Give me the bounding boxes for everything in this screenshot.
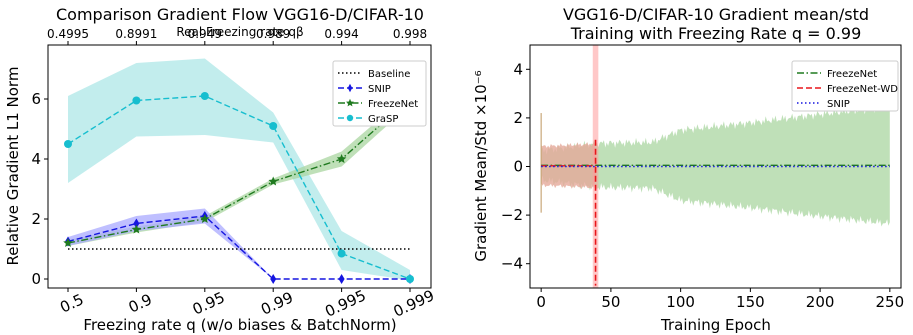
legend-label-snip: SNIP	[368, 84, 391, 95]
data-point-freezenet	[131, 224, 142, 234]
right-y-axis-unit: ×10⁻⁶	[472, 70, 490, 116]
left-legend: Baseline SNIP FreezeNet GraSP	[332, 60, 427, 127]
legend-label-grasp: GraSP	[368, 114, 398, 125]
x-tick-label: 150	[736, 293, 765, 311]
left-chart-title: Comparison Gradient Flow VGG16-D/CIFAR-1…	[56, 5, 424, 24]
left-y-axis-label: Relative Gradient L1 Norm	[4, 67, 22, 266]
left-series-lines	[67, 95, 411, 280]
left-x-axis-label: Freezing rate q (w/o biases & BatchNorm)	[83, 316, 396, 334]
legend-marker-snip	[347, 83, 353, 93]
x-tick-label: 0.9	[126, 290, 155, 316]
right-y-axis-label-text: Gradient Mean/Std	[472, 121, 490, 262]
y-tick-label: 4	[31, 150, 41, 168]
x-tick-label: 0.99	[258, 288, 296, 318]
right-chart-subtitle: Training with Freezing Rate q = 0.99	[570, 24, 862, 43]
legend-label-baseline: Baseline	[368, 69, 410, 80]
left-chart: Comparison Gradient Flow VGG16-D/CIFAR-1…	[4, 5, 437, 334]
top-tick-label: 0.989	[256, 27, 290, 41]
left-top-ticks: 0.4995 0.8991 0.949 0.989 0.994 0.998	[47, 27, 427, 45]
data-point-grasp	[269, 122, 278, 130]
highlight-span	[592, 45, 599, 288]
y-tick-label: 6	[31, 90, 41, 108]
right-y-ticks: −4 −2 0 2 4	[501, 60, 530, 273]
right-x-axis-label: Training Epoch	[660, 316, 771, 334]
band-grasp	[68, 58, 410, 281]
top-tick-label: 0.4995	[47, 27, 89, 41]
right-y-axis-label: Gradient Mean/Std ×10⁻⁶	[472, 70, 490, 261]
right-legend: FreezeNet FreezeNet-WD SNIP	[791, 60, 899, 112]
legend-label-freezenet-wd: FreezeNet-WD	[827, 84, 898, 95]
left-series-markers	[63, 92, 415, 284]
top-tick-label: 0.994	[324, 27, 358, 41]
x-tick-label: 0.95	[190, 288, 228, 318]
y-tick-label: 2	[513, 109, 523, 127]
legend-marker-grasp	[346, 114, 354, 122]
series-line-snip	[67, 215, 410, 280]
y-tick-label: 0	[31, 270, 41, 288]
right-chart: VGG16-D/CIFAR-10 Gradient mean/std Train…	[472, 5, 904, 334]
y-tick-label: 4	[513, 60, 523, 78]
data-point-freezenet	[336, 154, 347, 164]
top-tick-label: 0.949	[188, 27, 222, 41]
y-tick-label: 0	[513, 158, 523, 176]
data-point-freezenet	[63, 238, 73, 248]
x-tick-label: 250	[876, 293, 905, 311]
y-tick-label: 2	[31, 210, 41, 228]
top-tick-label: 0.998	[393, 27, 427, 41]
legend-label-freezenet: FreezeNet	[827, 69, 877, 80]
y-tick-label: −2	[501, 206, 523, 224]
x-tick-label: 200	[806, 293, 835, 311]
top-tick-label: 0.8991	[115, 27, 157, 41]
x-tick-label: 0.999	[391, 286, 438, 320]
right-chart-title: VGG16-D/CIFAR-10 Gradient mean/std	[563, 5, 869, 24]
data-point-snip	[338, 274, 345, 284]
series-line-grasp	[67, 95, 411, 280]
right-x-ticks: 0 50 100 150 200 250	[536, 288, 904, 311]
band-freezenet	[541, 103, 890, 227]
left-top-axis-label: Real Freezing rate qβ	[176, 25, 303, 39]
data-point-freezenet	[268, 176, 278, 186]
band-snip	[68, 208, 410, 279]
data-point-freezenet	[200, 214, 210, 224]
data-point-grasp	[64, 140, 72, 148]
left-legend-box	[332, 60, 427, 127]
legend-label-freezenet: FreezeNet	[368, 99, 418, 110]
data-point-grasp	[200, 92, 209, 100]
data-point-snip	[133, 218, 140, 229]
x-tick-label: 50	[601, 293, 620, 311]
left-plot-frame	[47, 44, 432, 289]
legend-label-snip: SNIP	[827, 99, 850, 110]
data-point-grasp	[132, 96, 141, 105]
data-point-grasp	[337, 249, 346, 258]
legend-marker-freezenet	[346, 98, 354, 107]
x-tick-label: 100	[666, 293, 695, 311]
x-tick-label: 0	[536, 293, 546, 311]
data-point-grasp	[406, 275, 414, 283]
right-legend-box	[791, 60, 899, 112]
left-confidence-bands	[68, 58, 410, 281]
left-y-ticks: 0 2 4 6	[31, 90, 48, 288]
x-tick-label: 0.5	[57, 290, 86, 316]
series-line-freezenet	[67, 98, 411, 244]
y-tick-label: −4	[501, 255, 523, 273]
right-series-lines	[541, 139, 890, 286]
data-point-snip	[270, 274, 277, 284]
